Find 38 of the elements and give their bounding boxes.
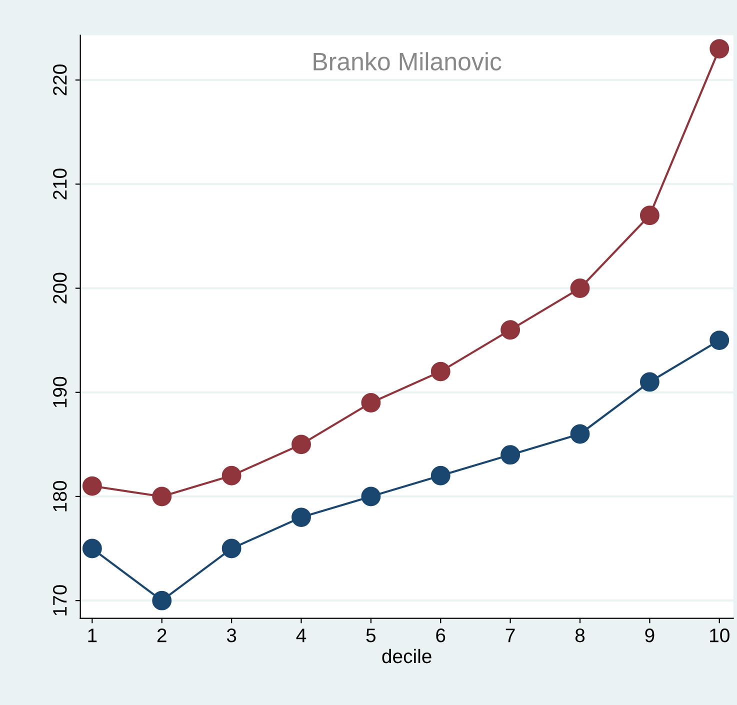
x-tick-label: 7 <box>506 628 515 642</box>
x-tick-label: 6 <box>436 628 446 642</box>
point <box>710 330 730 350</box>
annotation: Branko Milanovic <box>314 52 502 70</box>
point <box>640 206 660 226</box>
point <box>152 590 172 610</box>
x-tick-label: 8 <box>575 628 585 642</box>
point <box>152 486 172 506</box>
y-tick-label: 200 <box>53 272 67 304</box>
point <box>292 434 311 454</box>
x-tick-label: 5 <box>366 628 376 642</box>
point <box>500 445 520 465</box>
point <box>430 466 450 486</box>
point <box>82 538 102 558</box>
x-tick-label: 3 <box>226 628 236 642</box>
point <box>292 508 311 528</box>
point <box>570 424 590 444</box>
x-tick-label: 1 <box>88 628 97 642</box>
x-tick-label: 9 <box>645 628 654 642</box>
y-tick-label: 180 <box>53 481 67 512</box>
y-tick-label: 210 <box>53 168 67 200</box>
point <box>640 372 660 392</box>
point <box>570 278 590 298</box>
x-tick-label: 4 <box>296 628 306 642</box>
y-tick-label: 170 <box>53 585 67 616</box>
point <box>500 320 520 340</box>
x-tick-label: 10 <box>710 628 730 642</box>
x-axis-title: decile <box>382 648 432 664</box>
y-tick-label: 220 <box>53 64 67 96</box>
point <box>222 538 242 558</box>
point <box>361 393 381 412</box>
point <box>710 39 730 59</box>
point <box>361 486 381 506</box>
x-tick-label: 2 <box>157 628 166 642</box>
point <box>430 362 450 382</box>
point <box>222 466 242 486</box>
y-tick-label: 190 <box>53 376 67 408</box>
point <box>82 476 102 496</box>
